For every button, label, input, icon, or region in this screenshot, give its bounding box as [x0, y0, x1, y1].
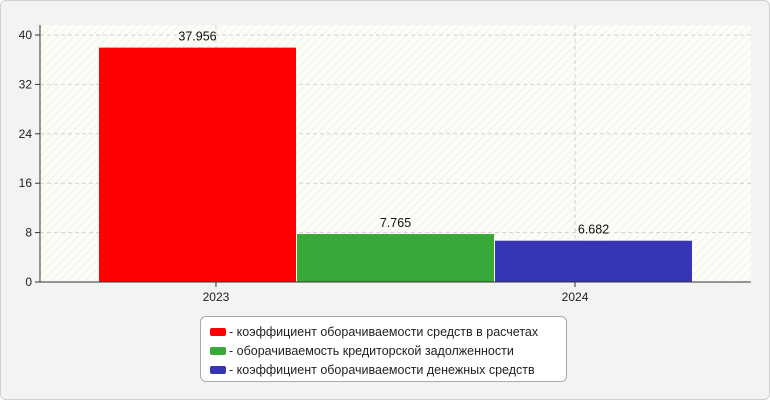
y-tick-label: 40 — [19, 28, 33, 42]
bar — [297, 234, 494, 282]
data-labels: 37.956 7.765 6.682 — [178, 30, 609, 237]
legend: - коэффициент оборачиваемости средств в … — [200, 316, 567, 382]
data-label: 7.765 — [380, 216, 411, 230]
legend-item-payables-turnover: - оборачиваемость кредиторской задолженн… — [210, 341, 566, 360]
y-tick-label: 24 — [19, 127, 33, 141]
y-tick-label: 8 — [25, 226, 32, 240]
legend-label: - коэффициент оборачиваемости средств в … — [229, 324, 539, 339]
bars — [99, 47, 692, 282]
x-tick-label: 2023 — [203, 290, 230, 304]
y-tick-label: 0 — [25, 275, 32, 289]
y-tick-label: 16 — [19, 176, 33, 190]
x-tick-label: 2024 — [562, 290, 589, 304]
legend-item-cash-turnover: - коэффициент оборачиваемости денежных с… — [210, 360, 566, 379]
legend-label: - коэффициент оборачиваемости денежных с… — [229, 362, 535, 377]
legend-swatch-red — [210, 327, 226, 336]
legend-label: - оборачиваемость кредиторской задолженн… — [229, 343, 514, 358]
legend-swatch-blue — [210, 365, 226, 374]
data-label: 37.956 — [178, 30, 216, 44]
bar — [99, 47, 296, 282]
axes: 0 8 16 24 32 40 2023 2024 — [19, 25, 751, 304]
legend-swatch-green — [210, 346, 226, 355]
data-label: 6.682 — [578, 223, 609, 237]
bar — [495, 240, 692, 282]
legend-item-accounts-turnover: - коэффициент оборачиваемости средств в … — [210, 322, 566, 341]
y-tick-label: 32 — [19, 77, 33, 91]
